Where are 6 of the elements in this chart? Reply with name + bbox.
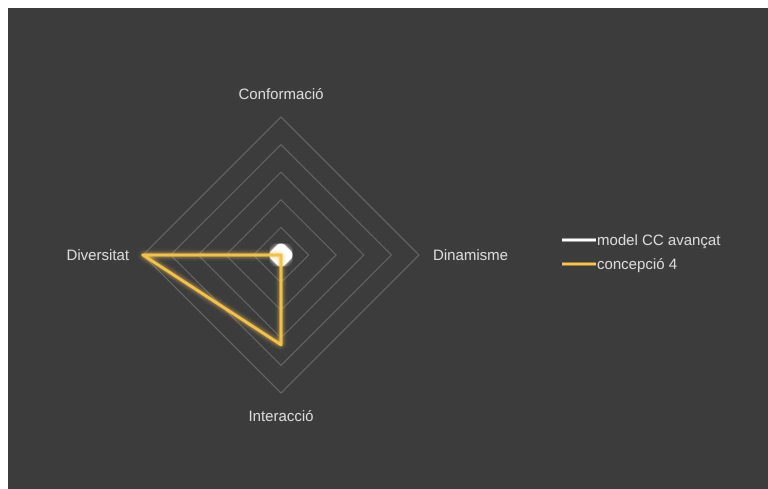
spoke-label: Diversitat [66, 247, 130, 264]
spoke-label: Interacció [248, 408, 314, 425]
legend-label: model CC avançat [597, 232, 722, 249]
legend-label: concepció 4 [597, 256, 678, 273]
spoke-label: Dinamisme [433, 247, 508, 264]
spoke-label: Conformació [238, 86, 324, 103]
